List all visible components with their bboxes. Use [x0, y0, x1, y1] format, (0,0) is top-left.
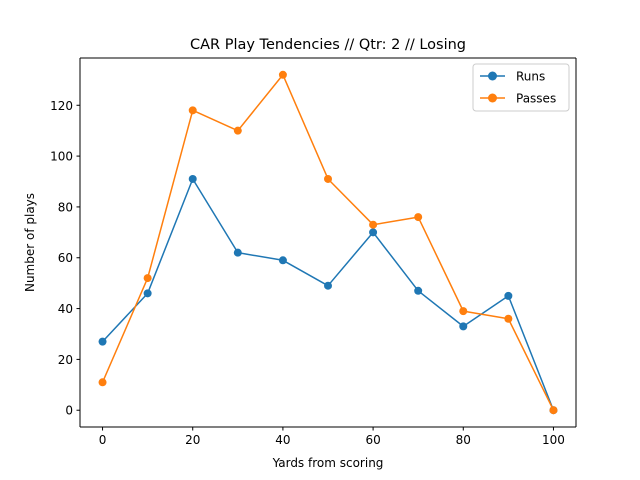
legend-marker-runs	[488, 71, 497, 81]
legend-label-runs: Runs	[516, 70, 545, 84]
data-point-passes	[278, 70, 287, 79]
y-axis-label: Number of plays	[23, 193, 37, 292]
y-tick-label: 20	[58, 353, 73, 367]
y-tick-label: 120	[50, 99, 73, 113]
plot-background	[80, 58, 576, 427]
y-tick-label: 80	[58, 200, 73, 214]
data-point-runs	[188, 174, 197, 183]
series-layer	[98, 70, 558, 415]
x-tick-label: 40	[275, 433, 290, 447]
y-tick-label: 0	[65, 404, 73, 418]
data-point-passes	[549, 406, 558, 415]
legend-label-passes: Passes	[516, 92, 556, 106]
data-point-runs	[459, 322, 468, 331]
y-tick-label: 60	[58, 251, 73, 265]
data-point-runs	[233, 248, 242, 257]
x-axis-label: Yards from scoring	[272, 456, 384, 470]
data-point-passes	[233, 126, 242, 135]
data-point-passes	[369, 220, 378, 229]
series-runs	[98, 174, 558, 415]
data-point-runs	[414, 286, 423, 295]
data-point-passes	[98, 378, 107, 387]
data-point-passes	[504, 314, 513, 323]
x-tick-label: 60	[365, 433, 380, 447]
x-tick-label: 80	[456, 433, 471, 447]
data-point-passes	[459, 307, 468, 316]
data-point-runs	[504, 291, 513, 300]
axes-frame	[79, 57, 577, 428]
data-point-runs	[98, 337, 107, 346]
legend-entry-runs: Runs	[480, 70, 545, 84]
data-point-runs	[369, 228, 378, 237]
data-point-runs	[324, 281, 332, 290]
data-point-passes	[143, 274, 152, 283]
x-tick-label: 100	[542, 433, 565, 447]
y-axis-ticks: 0 20 40 60 80 100 120	[50, 99, 80, 418]
y-tick-label: 100	[50, 150, 73, 164]
chart-title: CAR Play Tendencies // Qtr: 2 // Losing	[190, 37, 466, 53]
x-tick-label: 0	[99, 433, 107, 447]
series-passes	[98, 70, 558, 415]
data-point-runs	[143, 289, 152, 298]
legend-marker-passes	[488, 93, 497, 103]
legend-entry-passes: Passes	[480, 92, 556, 106]
x-tick-label: 20	[185, 433, 200, 447]
data-point-passes	[324, 174, 332, 183]
y-tick-label: 40	[58, 302, 73, 316]
legend: Runs Passes	[472, 63, 570, 112]
x-axis-ticks: 0 20 40 60 80 100	[99, 427, 565, 447]
data-point-passes	[188, 106, 197, 115]
plot-area	[80, 58, 576, 427]
data-point-passes	[414, 213, 423, 222]
data-point-runs	[278, 256, 287, 265]
